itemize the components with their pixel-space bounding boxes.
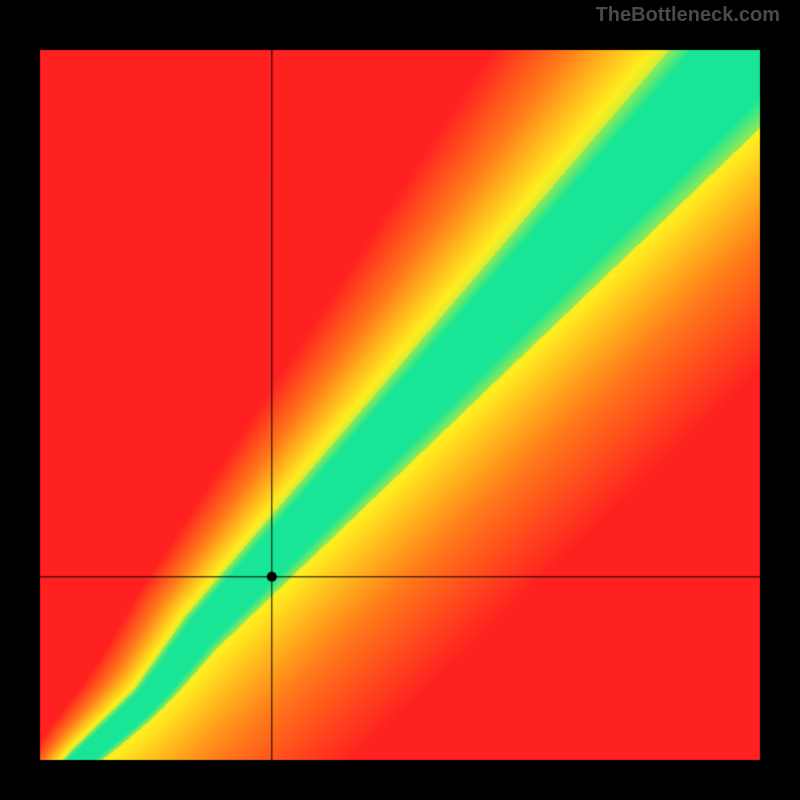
watermark-text: TheBottleneck.com (596, 4, 780, 27)
chart-container: TheBottleneck.com (0, 0, 800, 800)
heatmap-canvas (0, 0, 800, 800)
